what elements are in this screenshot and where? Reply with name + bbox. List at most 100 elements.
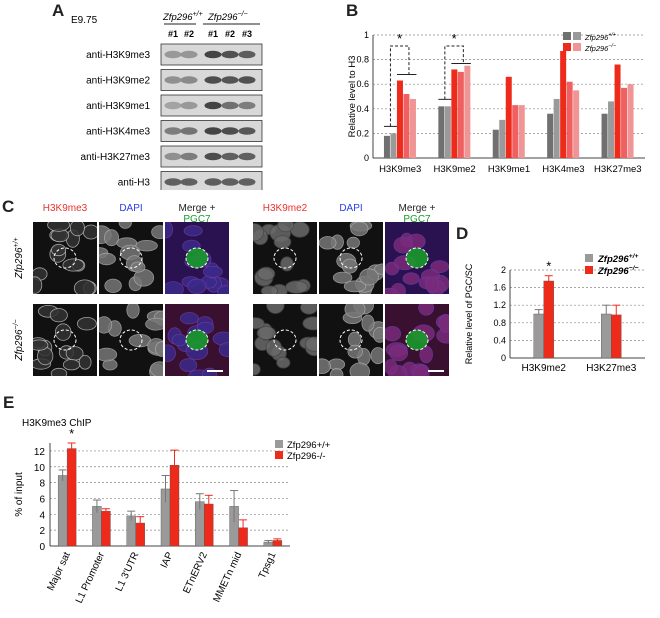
legend-label: Zfp296+/+ bbox=[597, 253, 639, 265]
x-tick-label: H3K9me1 bbox=[488, 164, 530, 175]
stage-label: E9.75 bbox=[71, 15, 98, 26]
scale-bar bbox=[428, 370, 444, 372]
antibody-label: anti-H3K9me2 bbox=[86, 76, 150, 87]
blot-band bbox=[180, 178, 198, 186]
y-tick-label: 0.6 bbox=[356, 79, 369, 89]
legend-label: Zfp296-/- bbox=[287, 451, 326, 462]
bar bbox=[438, 106, 445, 158]
blot-band bbox=[204, 127, 222, 135]
x-tick-label: IAP bbox=[159, 550, 176, 570]
genotype-label: Zfp296−/− bbox=[13, 319, 25, 361]
micrograph-image bbox=[318, 219, 392, 297]
y-tick-label: 2 bbox=[39, 526, 45, 537]
bar bbox=[512, 105, 519, 158]
bar bbox=[621, 87, 628, 158]
micrograph-column-title: Merge + PGC7 bbox=[178, 203, 216, 225]
micro-row-labels: Zfp296+/+ Zfp296−/− bbox=[13, 237, 25, 361]
blot-band bbox=[221, 50, 239, 59]
legend: Zfp296+/+Zfp296-/- bbox=[275, 440, 331, 462]
bar bbox=[608, 101, 615, 158]
bar bbox=[457, 71, 464, 158]
genotype-label: Zfp296+/+ bbox=[13, 237, 25, 279]
blot-band bbox=[238, 76, 256, 84]
legend: Zfp296+/+Zfp296−/− bbox=[563, 32, 616, 53]
micrograph-image bbox=[243, 217, 317, 298]
panel-label-b: B bbox=[346, 1, 359, 20]
blot-band bbox=[164, 178, 182, 186]
y-tick-label: 8 bbox=[39, 479, 45, 490]
x-tick-label: H3K27me3 bbox=[586, 363, 636, 374]
y-tick-label: 0.2 bbox=[356, 128, 369, 138]
blot-row: anti-H3K27me3 bbox=[81, 145, 263, 168]
lane-label: #1 bbox=[168, 29, 178, 39]
bar bbox=[547, 113, 554, 158]
bar bbox=[573, 90, 580, 158]
y-tick-label: 10 bbox=[34, 463, 46, 474]
legend-swatch bbox=[275, 440, 283, 448]
micrograph-image bbox=[312, 296, 389, 383]
blot-band bbox=[180, 101, 198, 110]
scale-bar bbox=[207, 370, 223, 372]
bar bbox=[396, 80, 403, 158]
blot-band bbox=[164, 127, 182, 135]
x-tick-label: H3K27me3 bbox=[594, 164, 642, 175]
panel-label-c: C bbox=[2, 197, 15, 216]
bar bbox=[566, 81, 573, 158]
bar bbox=[101, 510, 111, 547]
bar bbox=[560, 50, 567, 158]
blot-band bbox=[180, 127, 198, 135]
micrograph-panel: H3K9me3 DAPI Merge + PGC7 H3K9me2 DAPI Merge … bbox=[0, 195, 460, 384]
genotype-ko-label: Zfp296−/− bbox=[207, 11, 248, 23]
antibody-label: anti-H3K9me1 bbox=[86, 101, 150, 112]
chart-d: Relative level of PGC/SC 0 0.4 0.8 1.2 1.6 2 H3… bbox=[464, 253, 645, 374]
blot-band bbox=[204, 178, 222, 186]
legend-swatch bbox=[573, 43, 581, 51]
bar bbox=[383, 135, 390, 158]
x-tick-label: Tpsg1 bbox=[257, 550, 279, 580]
blot-row: anti-H3K4me3 bbox=[86, 120, 263, 142]
blot-band bbox=[238, 152, 256, 161]
y-tick-label: 0 bbox=[501, 353, 506, 363]
panel-label-e: E bbox=[3, 393, 15, 412]
blot-band bbox=[221, 178, 239, 186]
antibody-label: anti-H3K9me3 bbox=[86, 50, 150, 61]
bar bbox=[57, 475, 68, 547]
x-tick-label: H3K9me2 bbox=[522, 363, 567, 374]
legend-swatch bbox=[585, 254, 593, 262]
legend-label: Zfp296+/+ bbox=[287, 440, 331, 451]
blot-row: anti-H3K9me3 bbox=[86, 43, 263, 66]
y-tick-label: 0.8 bbox=[356, 55, 369, 65]
blot-band bbox=[180, 152, 198, 161]
bar bbox=[533, 313, 544, 359]
legend-label: Zfp296−/− bbox=[584, 43, 616, 53]
legend-swatch bbox=[573, 32, 581, 40]
blot-band bbox=[164, 101, 182, 110]
micrograph-image bbox=[27, 218, 100, 297]
blot-band bbox=[204, 76, 222, 84]
blot-row: anti-H3 bbox=[118, 171, 263, 190]
micrograph-image bbox=[159, 304, 238, 383]
micrograph-column-title: DAPI bbox=[339, 203, 363, 214]
blot-row: anti-H3K9me2 bbox=[86, 69, 263, 91]
legend-swatch bbox=[275, 451, 283, 459]
bar bbox=[601, 313, 612, 359]
lane-label: #2 bbox=[184, 29, 194, 39]
bar bbox=[444, 106, 451, 158]
bar bbox=[611, 314, 622, 359]
legend-swatch bbox=[563, 32, 571, 40]
blot-band bbox=[180, 50, 198, 59]
chart-e: H3K9me3 ChIP % of input 0 2 4 6 8 10 12 Major sat… bbox=[14, 418, 331, 605]
x-tick-label: Major sat bbox=[46, 550, 73, 592]
chart-b: Relative level to H3 0 0.2 0.4 0.6 0.8 1 H3K9me… bbox=[347, 30, 645, 175]
legend-label: Zfp296+/+ bbox=[584, 32, 616, 42]
y-tick-label: 0 bbox=[364, 153, 369, 163]
blot-band bbox=[180, 76, 198, 84]
blot-band bbox=[221, 101, 239, 110]
chart-title: H3K9me3 ChIP bbox=[22, 418, 92, 429]
legend-swatch bbox=[563, 43, 571, 51]
x-tick-label: ETnERV2 bbox=[181, 550, 210, 595]
x-tick-label: L1 3'UTR bbox=[114, 551, 142, 594]
blot-band bbox=[164, 76, 182, 84]
bar bbox=[614, 64, 621, 158]
micrograph-image bbox=[379, 222, 450, 300]
